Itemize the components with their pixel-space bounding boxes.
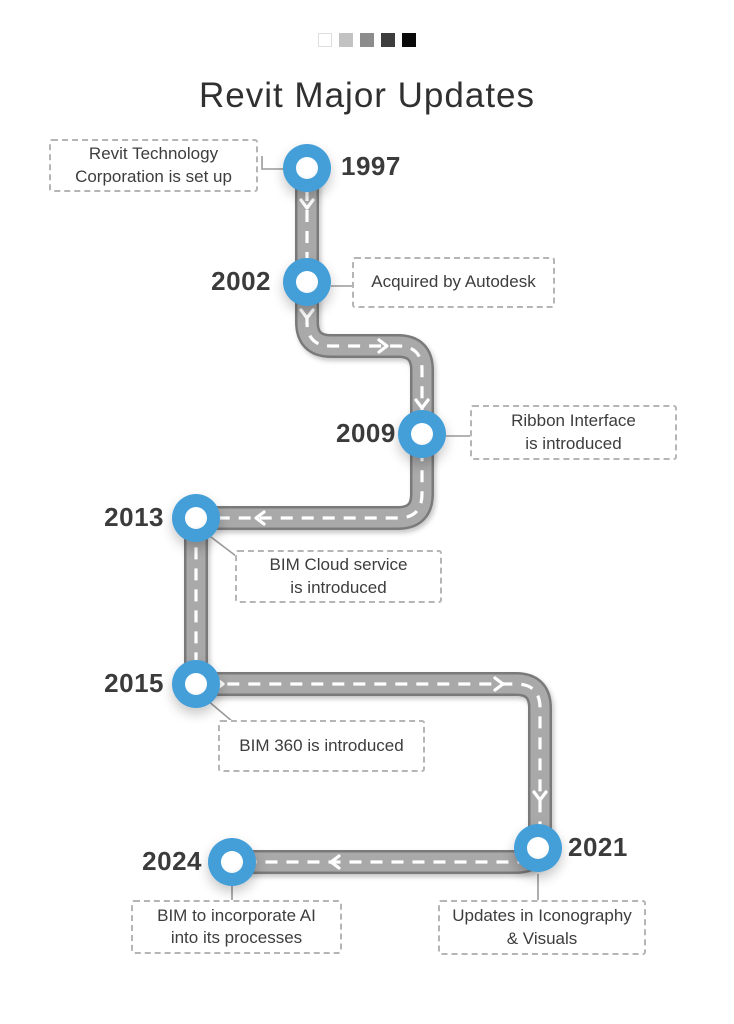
year-label-2024: 2024 xyxy=(142,846,202,876)
year-label-2002: 2002 xyxy=(211,266,271,296)
arrow-down-icon xyxy=(299,198,315,210)
callout-2002: Acquired by Autodesk xyxy=(352,257,555,308)
milestone-node-2021 xyxy=(514,824,562,872)
palette-swatch-gray xyxy=(360,33,374,47)
arrow-right-icon xyxy=(493,676,505,692)
year-label-2009: 2009 xyxy=(336,418,396,448)
callout-2024: BIM to incorporate AI into its processes xyxy=(131,900,342,954)
callout-1997-line2: Corporation is set up xyxy=(75,166,232,186)
road-centerline xyxy=(194,168,542,864)
arrow-right-icon xyxy=(377,338,389,354)
color-palette xyxy=(318,33,416,47)
arrow-down-icon xyxy=(532,790,548,802)
arrow-left-icon xyxy=(329,854,341,870)
callout-2013-line2: is introduced xyxy=(290,577,387,597)
callout-connectors xyxy=(206,156,539,900)
callout-2013: BIM Cloud service is introduced xyxy=(235,550,442,603)
callout-2021-line1: Updates in Iconography xyxy=(452,906,632,926)
year-label-2013: 2013 xyxy=(104,502,164,532)
milestone-node-2013 xyxy=(172,494,220,542)
callout-1997-line1: Revit Technology xyxy=(88,144,219,164)
arrow-down-icon xyxy=(299,308,315,320)
palette-swatch-black xyxy=(402,33,416,47)
callout-2009-line2: is introduced xyxy=(525,433,622,453)
year-label-1997: 1997 xyxy=(341,151,401,181)
callout-2015-line1: BIM 360 is introduced xyxy=(239,735,404,755)
page-title: Revit Major Updates xyxy=(198,76,536,115)
callout-2009-line1: Ribbon Interface xyxy=(511,411,636,431)
palette-swatch-darkgray xyxy=(381,33,395,47)
milestone-node-2015 xyxy=(172,660,220,708)
callout-2002-line1: Acquired by Autodesk xyxy=(371,272,536,292)
year-label-2015: 2015 xyxy=(104,668,164,698)
year-label-2021: 2021 xyxy=(568,832,628,862)
arrow-left-icon xyxy=(254,510,266,526)
road-direction-arrows xyxy=(213,198,548,870)
palette-swatch-lightgray xyxy=(339,33,353,47)
milestone-node-1997 xyxy=(283,144,331,192)
connector-2015 xyxy=(206,699,234,723)
milestone-node-2009 xyxy=(398,410,446,458)
arrow-down-icon xyxy=(414,398,430,410)
callout-2021-line2: & Visuals xyxy=(506,928,578,948)
connector-2013 xyxy=(206,533,237,557)
callout-2013-line1: BIM Cloud service xyxy=(269,555,408,575)
callout-1997: Revit Technology Corporation is set up xyxy=(49,139,258,192)
milestone-node-2002 xyxy=(283,258,331,306)
callout-2015: BIM 360 is introduced xyxy=(218,720,425,772)
callout-2024-line1: BIM to incorporate AI xyxy=(157,905,316,925)
palette-swatch-white xyxy=(318,33,332,47)
callout-2024-line2: into its processes xyxy=(170,928,303,947)
milestone-node-2024 xyxy=(208,838,256,886)
callout-2009: Ribbon Interface is introduced xyxy=(470,405,677,460)
connector-1997 xyxy=(261,156,285,170)
callout-2021: Updates in Iconography & Visuals xyxy=(438,900,646,955)
